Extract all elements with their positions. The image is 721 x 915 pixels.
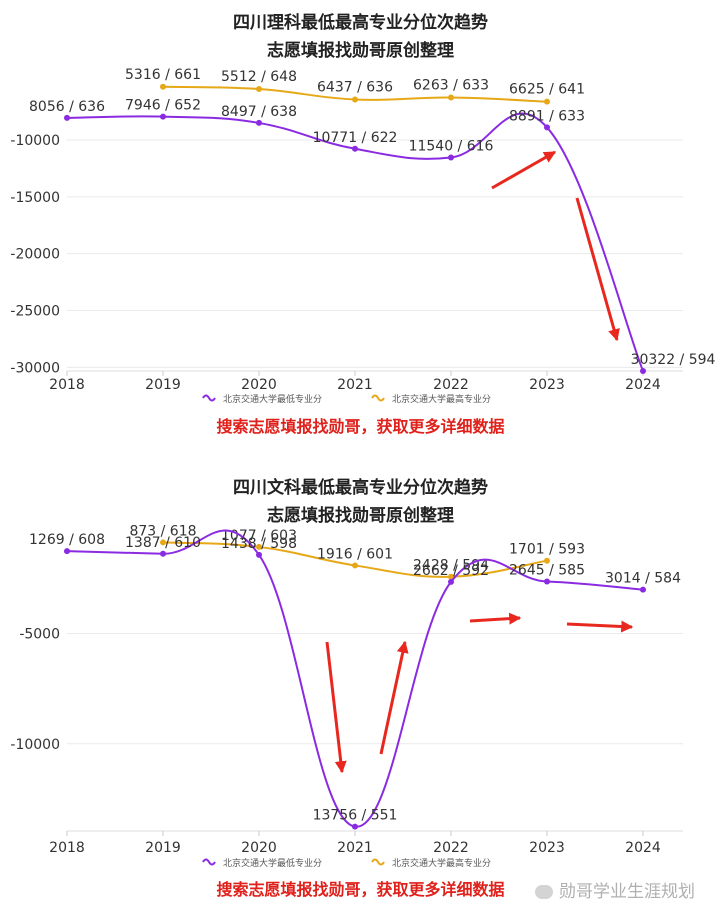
x-tick-label: 2020 <box>241 840 277 856</box>
data-point <box>256 543 262 550</box>
data-point <box>352 823 358 830</box>
x-tick-label: 2019 <box>145 377 181 393</box>
data-point <box>64 114 70 121</box>
data-point <box>640 367 646 374</box>
annotation-arrow <box>575 197 620 342</box>
x-tick-label: 2018 <box>49 377 85 393</box>
chart-subtitle: 志愿填报找勋哥原创整理 <box>267 506 454 526</box>
data-label: 1077 / 603 <box>221 528 297 544</box>
data-point <box>352 145 358 152</box>
data-point <box>352 96 358 103</box>
data-label: 10771 / 622 <box>313 130 398 146</box>
x-tick-label: 2020 <box>241 377 277 393</box>
data-label: 8056 / 636 <box>29 99 105 115</box>
x-tick-label: 2023 <box>529 377 565 393</box>
data-label: 2645 / 585 <box>509 563 585 579</box>
data-label: 873 / 618 <box>129 523 196 539</box>
x-tick-label: 2019 <box>145 840 181 856</box>
y-tick-label: -10000 <box>10 133 60 149</box>
data-label: 6437 / 636 <box>317 80 393 96</box>
data-point <box>640 586 646 593</box>
x-tick-label: 2021 <box>337 840 373 856</box>
data-point <box>448 578 454 585</box>
legend-swatch <box>371 858 385 866</box>
data-point <box>256 85 262 92</box>
data-label: 1701 / 593 <box>509 542 585 558</box>
data-label: 3014 / 584 <box>605 571 681 587</box>
data-point <box>160 539 166 546</box>
y-tick-label: -10000 <box>10 737 60 753</box>
y-tick-label: -15000 <box>10 190 60 206</box>
x-tick-label: 2024 <box>625 377 661 393</box>
data-label: 30322 / 594 <box>631 352 716 368</box>
chart-subtitle: 志愿填报找勋哥原创整理 <box>267 41 454 61</box>
legend-label: 北京交通大学最低专业分 <box>223 393 322 405</box>
data-point <box>448 154 454 161</box>
data-label: 7946 / 652 <box>125 98 201 114</box>
chart-science: 四川理科最低最高专业分位次趋势 志愿填报找勋哥原创整理 -10000 -15000… <box>0 0 721 450</box>
data-point <box>256 119 262 126</box>
promo-text: 搜索志愿填报找勋哥，获取更多详细数据 <box>216 417 505 436</box>
x-tick-label: 2022 <box>433 840 469 856</box>
data-point <box>160 83 166 90</box>
data-label: 6625 / 641 <box>509 82 585 98</box>
data-point <box>64 548 70 555</box>
legend-label: 北京交通大学最低专业分 <box>223 857 322 869</box>
chart-title: 四川文科最低最高专业分位次趋势 <box>233 478 488 498</box>
chart-title: 四川理科最低最高专业分位次趋势 <box>233 13 488 33</box>
data-label: 8891 / 633 <box>509 108 585 124</box>
legend-swatch <box>202 858 216 866</box>
data-point <box>160 550 166 557</box>
data-point <box>544 124 550 131</box>
data-label: 6263 / 633 <box>413 78 489 94</box>
data-point <box>544 557 550 564</box>
data-point <box>448 94 454 101</box>
legend-swatch <box>202 394 216 402</box>
chart-liberal-arts: 四川文科最低最高专业分位次趋势 志愿填报找勋哥原创整理 -5000 -10000 2… <box>0 470 721 915</box>
data-label: 8497 / 638 <box>221 104 297 120</box>
data-label: 1269 / 608 <box>29 532 105 548</box>
data-label: 1387 / 610 <box>125 535 201 551</box>
data-point <box>352 562 358 569</box>
annotation-arrow <box>566 620 634 633</box>
data-label: 1438 / 598 <box>221 536 297 552</box>
annotation-arrow <box>379 640 409 755</box>
data-point <box>256 551 262 558</box>
data-label: 11540 / 616 <box>409 139 494 155</box>
annotation-arrow <box>491 150 557 190</box>
data-label: 2662 / 592 <box>413 563 489 579</box>
x-tick-label: 2022 <box>433 377 469 393</box>
legend-label: 北京交通大学最高专业分 <box>392 393 491 405</box>
annotation-arrow <box>325 641 347 774</box>
x-tick-label: 2021 <box>337 377 373 393</box>
legend-label: 北京交通大学最高专业分 <box>392 857 491 869</box>
watermark-text: 勋哥学业生涯规划 <box>559 882 695 902</box>
data-point <box>448 573 454 580</box>
wechat-icon <box>535 885 553 899</box>
x-tick-label: 2024 <box>625 840 661 856</box>
x-tick-label: 2018 <box>49 840 85 856</box>
data-point <box>544 98 550 105</box>
legend-swatch <box>371 394 385 402</box>
data-point <box>544 578 550 585</box>
data-label: 5316 / 661 <box>125 67 201 83</box>
x-tick-label: 2023 <box>529 840 565 856</box>
data-label: 1916 / 601 <box>317 546 393 562</box>
watermark: 勋哥学业生涯规划 <box>535 877 695 902</box>
data-label: 13756 / 551 <box>313 808 398 824</box>
data-label: 5512 / 648 <box>221 69 297 85</box>
y-tick-label: -5000 <box>19 626 60 642</box>
series-line <box>66 112 644 372</box>
y-tick-label: -30000 <box>10 360 60 376</box>
data-point <box>160 113 166 120</box>
data-label: 2428 / 594 <box>413 558 489 574</box>
y-tick-label: -25000 <box>10 303 60 319</box>
y-tick-label: -20000 <box>10 247 60 263</box>
chart-plot: -5000 -10000 2018 2019 2020 2021 2022 2023 2024 8… <box>10 523 683 869</box>
promo-text: 搜索志愿填报找勋哥，获取更多详细数据 <box>216 880 505 899</box>
annotation-arrow <box>469 612 522 625</box>
